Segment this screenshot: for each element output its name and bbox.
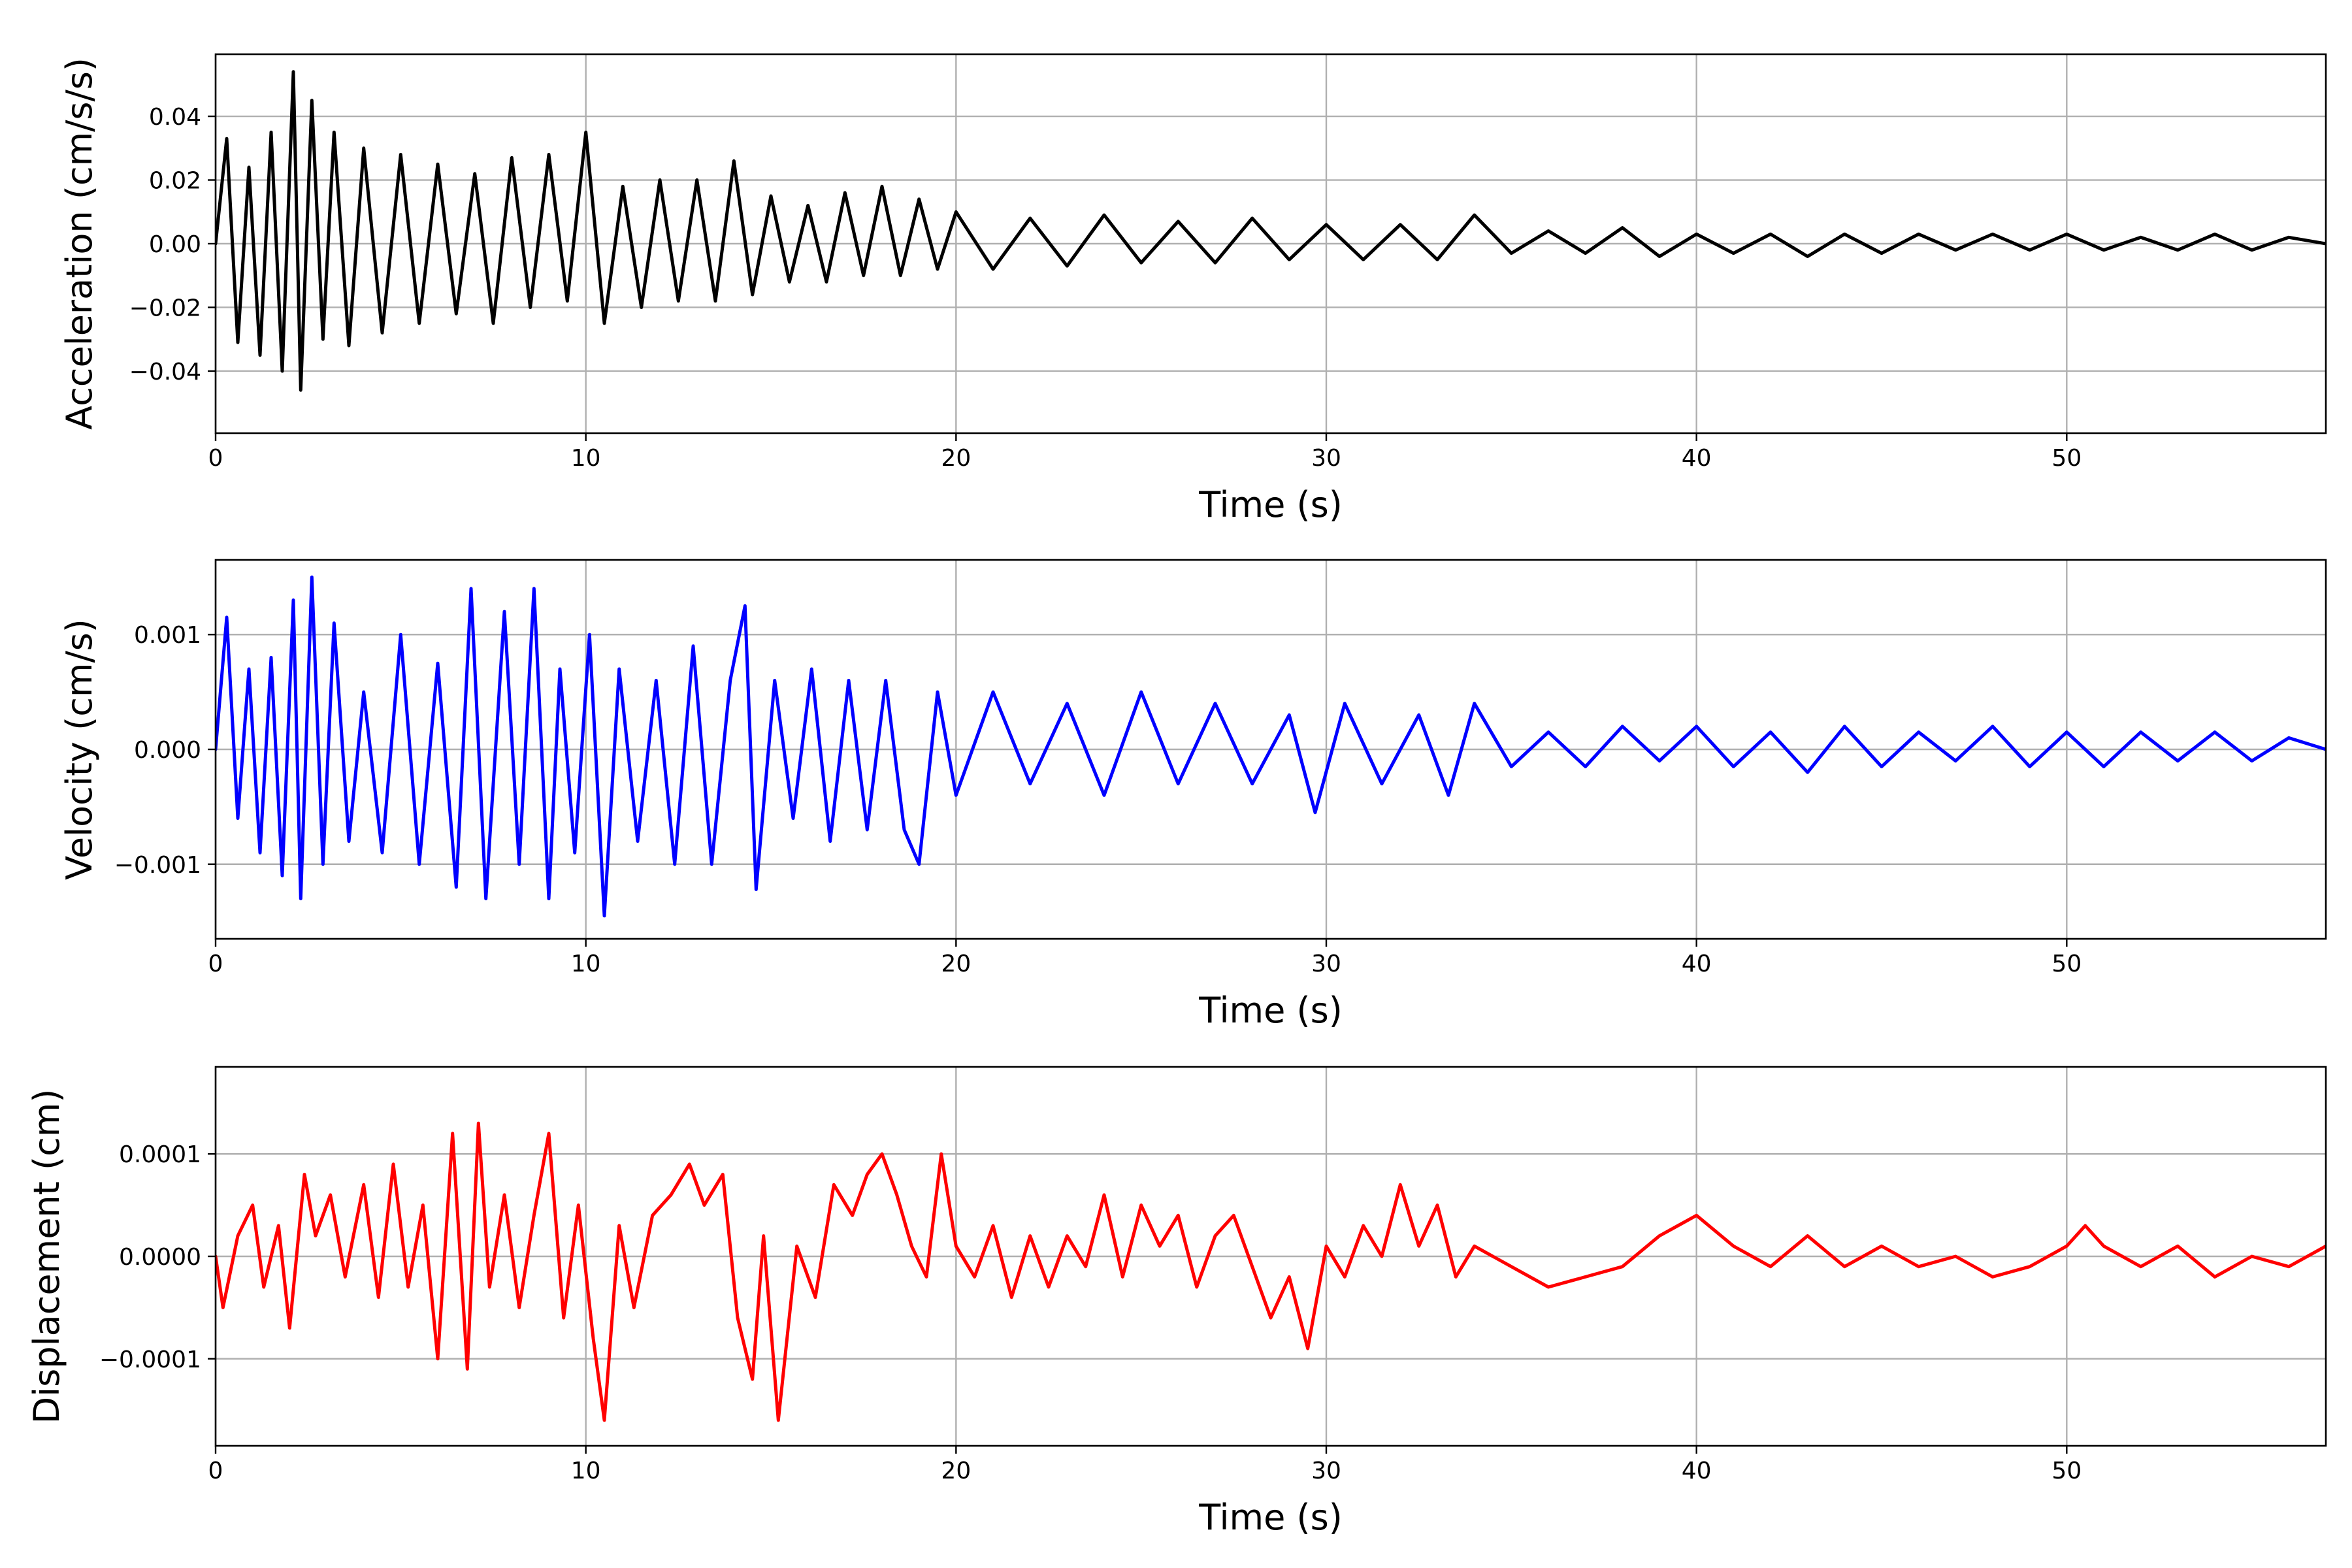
acceleration-panel: 0 10 20 30 40 50 −0.04 −0.02 0.00 0.02 0.04 Time (s… — [59, 53, 2327, 525]
displacement-x-tick-label: 20 — [941, 1458, 971, 1484]
displacement-series-line — [216, 1121, 2326, 1422]
acceleration-y-tick-label: −0.02 — [129, 295, 201, 321]
displacement-x-tick-label: 10 — [571, 1458, 601, 1484]
acceleration-series-line — [216, 70, 2326, 392]
acceleration-y-axis-label: Acceleration (cm/s/s) — [59, 57, 100, 430]
displacement-y-tick-label: 0.0000 — [119, 1244, 201, 1271]
displacement-y-tick-label: 0.0001 — [119, 1141, 201, 1168]
velocity-y-tick-label: −0.001 — [114, 852, 201, 879]
velocity-x-tick-label: 50 — [2051, 951, 2082, 977]
acceleration-y-tick-label: −0.04 — [129, 359, 201, 385]
displacement-y-axis-label: Displacement (cm) — [26, 1089, 67, 1424]
velocity-x-tick-label: 40 — [1682, 951, 1712, 977]
acceleration-x-axis-label: Time (s) — [1198, 484, 1343, 525]
acceleration-x-tick-label: 50 — [2051, 445, 2082, 472]
displacement-x-tick-label: 0 — [208, 1458, 223, 1484]
acceleration-y-tick-label: 0.04 — [149, 104, 201, 131]
velocity-y-tick-label: 0.001 — [134, 622, 201, 649]
velocity-series-line — [216, 575, 2326, 918]
acceleration-x-tick-label: 0 — [208, 445, 223, 472]
velocity-x-axis-label: Time (s) — [1198, 990, 1343, 1031]
displacement-x-axis-label: Time (s) — [1198, 1497, 1343, 1538]
displacement-x-tick-label: 50 — [2051, 1458, 2082, 1484]
velocity-y-tick-label: 0.000 — [134, 737, 201, 764]
acceleration-x-tick-label: 40 — [1682, 445, 1712, 472]
acceleration-x-tick-label: 30 — [1311, 445, 1341, 472]
velocity-x-tick-label: 0 — [208, 951, 223, 977]
velocity-y-axis-label: Velocity (cm/s) — [59, 619, 100, 880]
velocity-x-tick-label: 10 — [571, 951, 601, 977]
chart-panels: 0 10 20 30 40 50 −0.04 −0.02 0.00 0.02 0.04 Time (s… — [26, 53, 2327, 1538]
velocity-x-tick-label: 20 — [941, 951, 971, 977]
velocity-x-tick-label: 30 — [1311, 951, 1341, 977]
displacement-y-tick-label: −0.0001 — [99, 1347, 201, 1373]
acceleration-x-tick-label: 20 — [941, 445, 971, 472]
displacement-x-tick-label: 30 — [1311, 1458, 1341, 1484]
acceleration-y-tick-label: 0.02 — [149, 168, 201, 195]
acceleration-y-tick-label: 0.00 — [149, 231, 201, 258]
displacement-x-tick-label: 40 — [1682, 1458, 1712, 1484]
acceleration-x-tick-label: 10 — [571, 445, 601, 472]
velocity-panel: 0 10 20 30 40 50 −0.001 0.000 0.001 Time (s) Veloc… — [59, 559, 2327, 1031]
displacement-panel: 0 10 20 30 40 50 −0.0001 0.0000 0.0001 Time (s) Di… — [26, 1066, 2327, 1538]
